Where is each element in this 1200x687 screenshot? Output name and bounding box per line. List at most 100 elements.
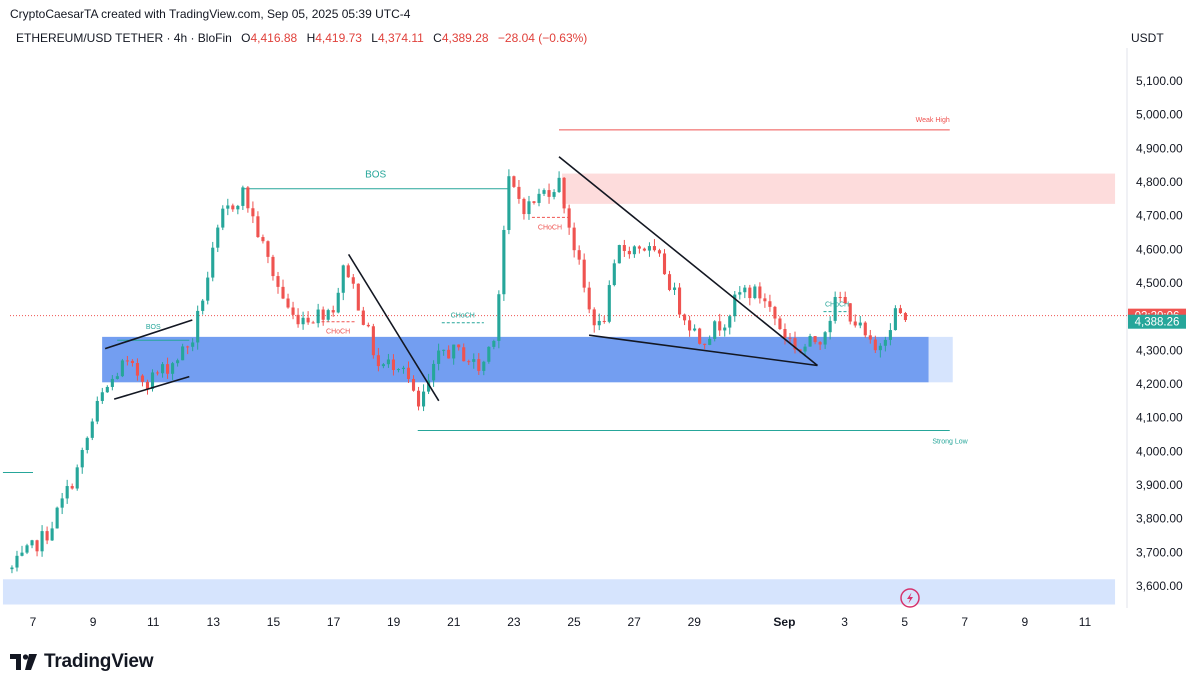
candle-body xyxy=(753,286,757,299)
candle-body xyxy=(507,176,511,230)
price-axis[interactable]: 3,600.00 3,700.00 3,800.00 3,900.00 4,000.00… xyxy=(1136,74,1183,593)
candle-body xyxy=(442,349,446,351)
candle-body xyxy=(356,283,360,311)
candle-body xyxy=(838,296,842,298)
candle-body xyxy=(848,303,852,322)
candle-body xyxy=(85,437,89,451)
candle-body xyxy=(331,310,335,313)
candle-body xyxy=(662,253,667,275)
symbol-legend: ETHEREUM/USD TETHER · 4h · BloFin O4,416… xyxy=(16,31,587,45)
candle-body xyxy=(341,265,345,293)
candle-body xyxy=(823,332,827,345)
downtrend-line[interactable] xyxy=(347,253,440,402)
candle-body xyxy=(683,314,687,321)
candle-body xyxy=(572,227,576,251)
footer-brand[interactable]: TradingView xyxy=(10,648,154,676)
candle-body xyxy=(65,486,69,499)
candle-body xyxy=(567,208,571,228)
candle-body xyxy=(376,355,380,367)
brand-name: TradingView xyxy=(44,651,154,672)
y-tick-label: 4,000.00 xyxy=(1136,444,1183,458)
candle-body xyxy=(80,450,84,468)
replay-icon[interactable] xyxy=(900,588,920,608)
open-label: O xyxy=(241,31,251,45)
candle-body xyxy=(100,392,104,401)
candle-body xyxy=(768,301,772,307)
candle-body xyxy=(201,300,205,311)
x-tick-label: 23 xyxy=(507,615,521,629)
candle-body xyxy=(667,274,672,290)
candle-body xyxy=(10,567,14,570)
wedge-lower-line[interactable] xyxy=(588,334,818,367)
candle-body xyxy=(462,347,466,362)
x-tick-label: 5 xyxy=(901,615,908,629)
candle-body xyxy=(758,286,762,299)
candle-body xyxy=(808,336,812,347)
candle-body xyxy=(582,259,586,288)
wedge-upper-line[interactable] xyxy=(558,156,818,367)
level-label: Strong Low xyxy=(932,438,968,445)
candle-body xyxy=(813,336,817,343)
candle-body xyxy=(502,229,506,295)
candle-body xyxy=(276,276,280,287)
zones-layer xyxy=(2,173,1116,605)
candle-body xyxy=(472,359,476,362)
y-tick-label: 4,100.00 xyxy=(1136,411,1183,425)
candle-body xyxy=(612,263,616,286)
candle-body xyxy=(411,378,416,391)
candle-body xyxy=(542,190,546,194)
candle-body xyxy=(381,364,385,367)
candle-body xyxy=(35,540,39,552)
candle-body xyxy=(221,208,225,228)
candle-body xyxy=(622,245,626,251)
candle-body xyxy=(718,321,722,331)
low-label: L xyxy=(371,31,378,45)
candle-body xyxy=(452,344,456,359)
candle-body xyxy=(728,316,732,328)
x-tick-label: 21 xyxy=(447,615,461,629)
candle-body xyxy=(321,309,325,320)
time-axis[interactable]: 7 9 11 13 15 17 19 21 23 25 27 29 Sep 3 5 7 9 11 xyxy=(30,615,1092,629)
candle-body xyxy=(733,294,737,317)
symbol-title: ETHEREUM/USD TETHER · 4h · BloFin xyxy=(16,31,232,45)
candle-body xyxy=(512,176,516,187)
high-value: 4,419.73 xyxy=(315,31,362,45)
candle-body xyxy=(326,310,330,320)
candle-body xyxy=(236,205,240,210)
x-tick-label: 11 xyxy=(147,615,160,629)
candle-body xyxy=(652,246,657,251)
candle-body xyxy=(371,326,375,356)
flag-upper-line[interactable] xyxy=(104,319,193,350)
candle-body xyxy=(25,545,29,553)
candle-body xyxy=(181,346,185,361)
x-tick-label: 25 xyxy=(567,615,581,629)
candle-body xyxy=(647,246,651,251)
candle-body xyxy=(432,363,436,381)
flag-lower-line[interactable] xyxy=(113,375,190,400)
candle-body xyxy=(226,205,230,209)
candle-body xyxy=(391,359,396,370)
candle-body xyxy=(15,555,19,568)
candle-body xyxy=(482,361,486,371)
candle-body xyxy=(873,339,877,351)
candle-body xyxy=(291,307,295,315)
candle-body xyxy=(552,192,556,197)
choch-label: CHoCH xyxy=(538,224,562,231)
candle-body xyxy=(427,380,431,392)
candle-body xyxy=(296,314,300,325)
tradingview-logo-icon xyxy=(10,654,37,670)
price-labels: 02:20:064,388.26 xyxy=(1128,308,1186,329)
candle-body xyxy=(843,296,847,304)
candle-body xyxy=(437,350,441,364)
candle-body xyxy=(316,309,320,324)
candle-body xyxy=(688,320,692,331)
currency-label[interactable]: USDT xyxy=(1131,31,1164,45)
high-label: H xyxy=(306,31,316,45)
candle-body xyxy=(888,330,892,340)
candle-body xyxy=(271,256,275,277)
candle-body xyxy=(517,186,521,199)
level-label: BOS xyxy=(365,170,386,181)
last-price-badge xyxy=(1128,314,1186,329)
y-tick-label: 4,600.00 xyxy=(1136,242,1183,256)
